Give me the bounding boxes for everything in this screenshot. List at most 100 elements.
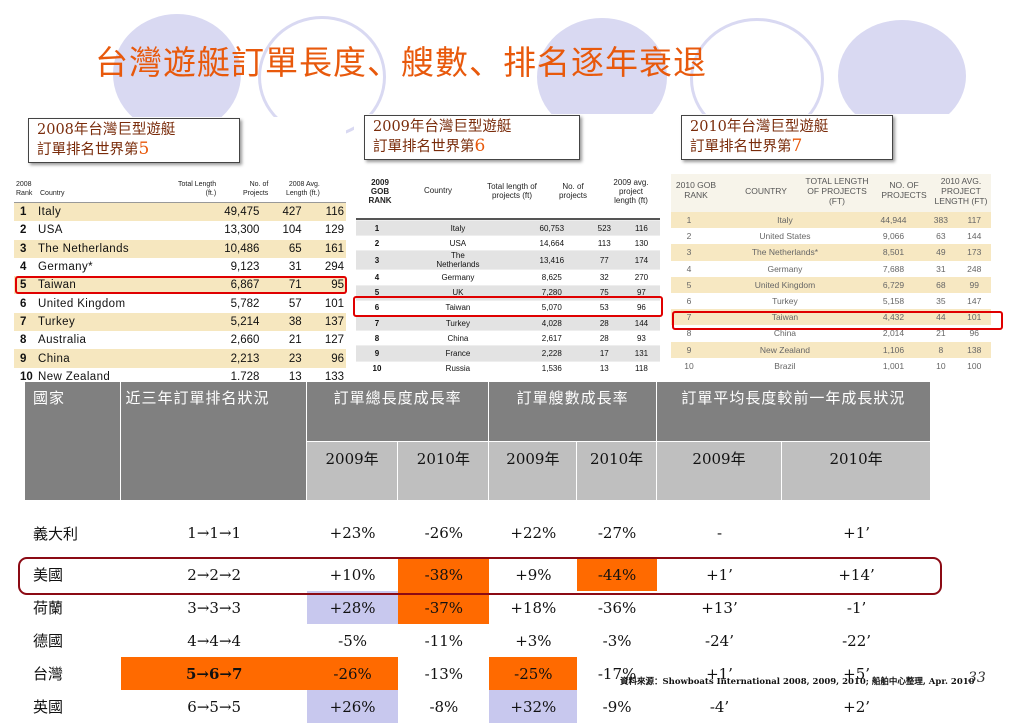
- cell-len10: -38%: [398, 558, 490, 591]
- table-row: 台灣 5→6→7 -26% -13% -25% -17% +1’ +5’: [25, 657, 931, 690]
- cell-length: 5,158: [882, 296, 905, 307]
- ranking-table: 1 Italy 60,753 523 116 2 USA 14,664 113 130 3 The N…: [356, 219, 660, 376]
- cell-country: USA: [38, 224, 63, 237]
- netherlands-highlight: [18, 557, 942, 595]
- cell-len10: -37%: [398, 591, 490, 624]
- cell-rank: 8: [20, 334, 27, 347]
- header-rank: 2010 GOB RANK: [675, 180, 717, 200]
- panel-label-line2: 訂單排名世界第: [690, 139, 792, 155]
- cell-length: 5,070: [517, 299, 586, 316]
- cell-avg: 95: [303, 276, 346, 295]
- cell-avg: 130: [622, 235, 660, 251]
- cell-avg: 99: [957, 276, 991, 293]
- table-row: 6 Taiwan 5,070 53 96: [356, 299, 660, 316]
- header-projects: No. of projects: [558, 182, 587, 200]
- table-row: 9 New Zealand 1,106 8 138: [671, 341, 991, 358]
- cell-projects: 17: [585, 345, 623, 361]
- cell-avg: 144: [622, 314, 660, 331]
- table-row: 7 Taiwan 4,432 44 101: [671, 309, 991, 326]
- header-length: Total length of projects (ft): [487, 182, 537, 200]
- cell-projects: 28: [585, 330, 623, 346]
- cell-country: Turkey: [36, 312, 190, 332]
- cell-length: 7,688: [882, 263, 905, 274]
- page-number: 33: [968, 670, 986, 686]
- cell-len10: -13%: [424, 664, 464, 683]
- table-row: 4 Germany 7,688 31 248: [671, 261, 991, 277]
- header-avg: 2010 AVG. PROJECT LENGTH (FT): [934, 176, 988, 206]
- cell-avg: 147: [967, 296, 982, 307]
- cell-avg09: +1’: [706, 664, 733, 683]
- cell-len10: -8%: [429, 697, 459, 716]
- cell-avg09: -4’: [709, 697, 730, 716]
- cell-country: New Zealand: [707, 341, 863, 358]
- header-rank: 2008 Rank: [16, 181, 33, 197]
- header-avg: 2009 avg. project length (ft): [613, 178, 649, 205]
- table-row: 8 China 2,617 28 93: [356, 330, 660, 346]
- cell-rank: 6: [686, 296, 692, 307]
- cell-length: 9,066: [882, 231, 905, 242]
- cell-projects: 427: [261, 203, 304, 222]
- cell-rank: 7: [14, 312, 36, 332]
- cell-avg10: +14’: [838, 565, 875, 584]
- cell-rank: 9: [356, 345, 398, 361]
- table-row: 7 Turkey 4,028 28 144: [356, 314, 660, 331]
- cell-rank: 5: [14, 276, 36, 295]
- cell-rank: 3→3→3: [187, 598, 242, 617]
- cell-country: Italy: [36, 203, 190, 222]
- cell-avg: 127: [324, 334, 344, 347]
- table-header: 2008 Rank Country Total Length (ft.) No.…: [14, 172, 346, 203]
- table-row: 3 The Netherlands 10,486 65 161: [14, 239, 346, 258]
- bg-circle: [838, 20, 966, 132]
- cell-rank: 3: [14, 239, 36, 258]
- summary-table: 國家 近三年訂單排名狀況 訂單總長度成長率 訂單艘數成長率 訂單平均長度較前一年…: [25, 382, 931, 723]
- cell-country: 德國: [33, 632, 64, 650]
- cell-country: USA: [398, 235, 518, 251]
- cell-rank: 7: [671, 309, 707, 326]
- table-row: 9 China 2,213 23 96: [14, 349, 346, 368]
- cell-length: 1,106: [862, 341, 925, 358]
- panel-label-rank: 7: [791, 136, 803, 156]
- cell-cnt10: -17%: [597, 664, 637, 683]
- cell-length: 6,729: [862, 276, 925, 293]
- cell-country: Turkey: [772, 296, 798, 307]
- cell-country: Taiwan: [36, 276, 190, 295]
- cell-projects: 49: [924, 244, 958, 261]
- table-row: 荷蘭 3→3→3 +28% -37% +18% -36% +13’ -1’: [25, 591, 931, 624]
- cell-projects: 32: [585, 269, 623, 286]
- cell-projects: 523: [585, 219, 623, 236]
- cell-rank: 6→5→5: [187, 697, 242, 716]
- table-row: 1 Italy 44,944 383 117: [671, 212, 991, 229]
- cell-len09: +26%: [306, 690, 399, 723]
- cell-country: 台灣: [33, 665, 64, 683]
- cell-length: 6,867: [190, 276, 262, 295]
- cell-rank: 1: [356, 219, 398, 236]
- cell-avg: 133: [324, 370, 344, 380]
- cell-country: The Netherlands: [36, 239, 190, 258]
- table-row: 3 The Netherlands* 8,501 49 173: [671, 244, 991, 261]
- cell-country: 美國: [33, 566, 64, 584]
- cell-country: United Kingdom: [38, 297, 126, 310]
- cell-avg: 137: [303, 312, 346, 332]
- header-avg-growth: 訂單平均長度較前一年成長狀況: [656, 382, 931, 441]
- cell-country: Taiwan: [707, 309, 863, 326]
- cell-country: Brazil: [774, 360, 796, 371]
- cell-rank: 9: [14, 349, 36, 368]
- table-row: 6 Turkey 5,158 35 147: [671, 293, 991, 309]
- taiwan-highlight-2009: [353, 296, 663, 317]
- header-length: TOTAL LENGTH OF PROJECTS (FT): [805, 176, 869, 206]
- table-row: 1 Italy 60,753 523 116: [356, 219, 660, 236]
- cell-length: 10,486: [190, 239, 262, 258]
- cell-length: 14,664: [517, 235, 586, 251]
- cell-country: Turkey: [398, 314, 518, 331]
- cell-cnt10: -27%: [597, 524, 637, 542]
- cell-rank: 1: [14, 203, 36, 222]
- cell-rank: 1: [671, 212, 707, 229]
- table-row: 2 USA 13,300 104 129: [14, 221, 346, 239]
- cell-length: 4,432: [862, 309, 925, 326]
- taiwan-highlight-2008: [15, 276, 347, 294]
- cell-rank: 3: [356, 250, 398, 270]
- ranking-table: 1 Italy 49,475 427 116 2 USA 13,300 104 129 3 The N…: [14, 203, 346, 380]
- cell-country: Germany: [398, 269, 518, 286]
- table-row: 5 Taiwan 6,867 71 95: [14, 276, 346, 295]
- cell-rank: 3: [671, 244, 707, 261]
